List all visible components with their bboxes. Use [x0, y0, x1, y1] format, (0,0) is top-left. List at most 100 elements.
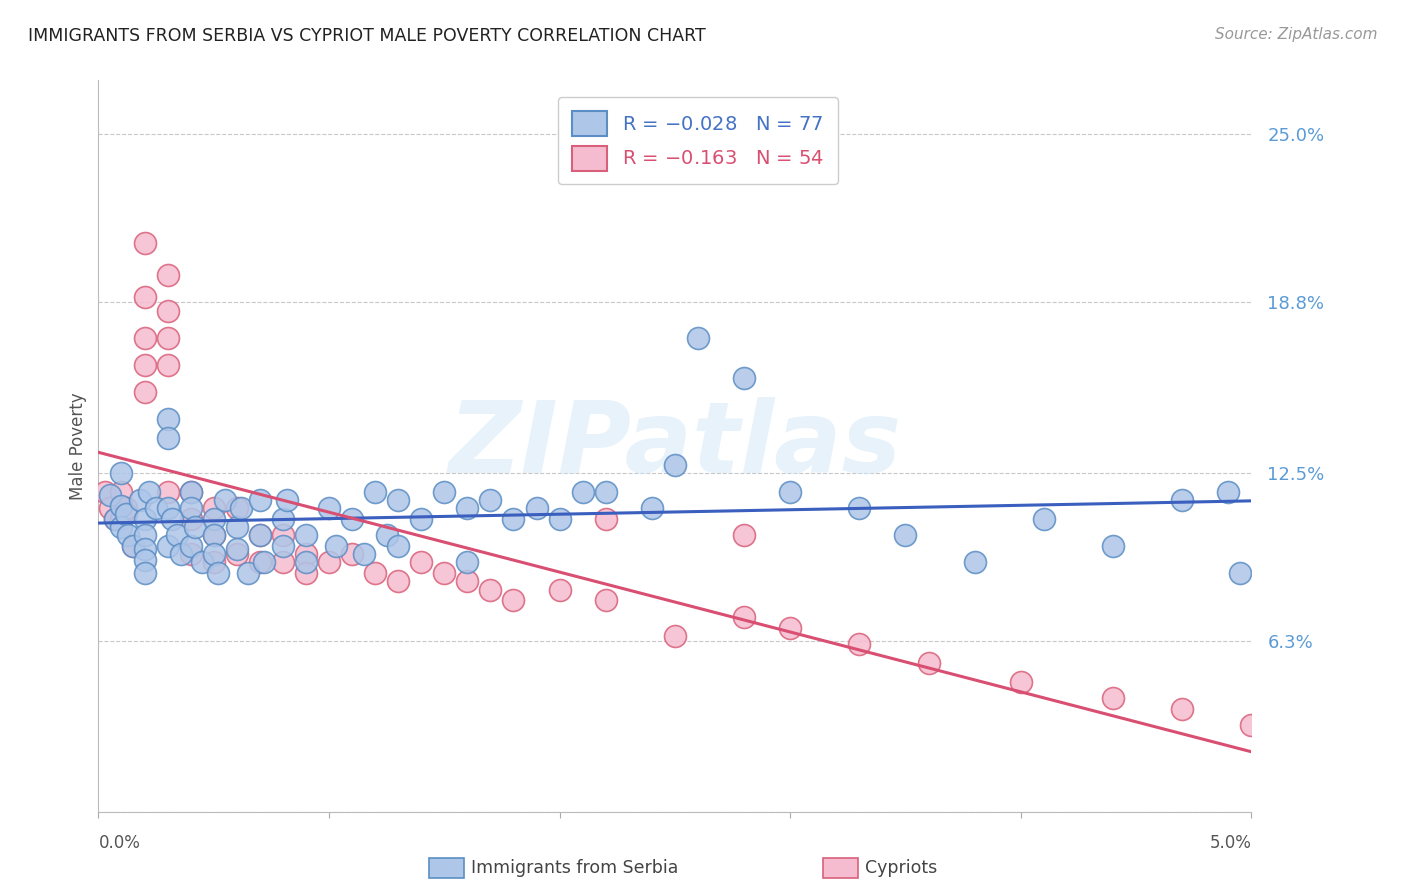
Point: [129, 493, 152, 508]
Point: [271, 556, 294, 570]
Point: [353, 547, 375, 561]
Point: [138, 485, 160, 500]
Point: [191, 556, 214, 570]
Point: [160, 512, 183, 526]
Point: [180, 512, 202, 526]
Point: [387, 539, 409, 553]
Point: [156, 539, 179, 553]
Point: [225, 541, 247, 556]
Point: [456, 556, 478, 570]
Point: [686, 331, 709, 345]
Point: [276, 493, 298, 508]
Point: [595, 512, 617, 526]
Point: [641, 501, 664, 516]
Y-axis label: Male Poverty: Male Poverty: [69, 392, 87, 500]
Point: [156, 501, 179, 516]
Point: [98, 488, 121, 502]
Point: [110, 466, 132, 480]
Point: [110, 520, 132, 534]
Point: [249, 493, 271, 508]
Point: [110, 499, 132, 513]
Point: [134, 358, 156, 372]
Point: [1032, 512, 1054, 526]
Point: [184, 520, 207, 534]
Point: [180, 547, 202, 561]
Point: [318, 501, 340, 516]
Point: [848, 637, 870, 651]
Point: [134, 235, 156, 250]
Point: [1229, 566, 1251, 581]
Point: [433, 485, 456, 500]
Bar: [823, 858, 858, 878]
Point: [134, 331, 156, 345]
Point: [779, 485, 801, 500]
Point: [502, 512, 524, 526]
Point: [115, 501, 138, 516]
Point: [433, 566, 456, 581]
Point: [180, 539, 202, 553]
Point: [180, 501, 202, 516]
Point: [117, 528, 139, 542]
Point: [207, 566, 229, 581]
Point: [456, 574, 478, 589]
Point: [110, 485, 132, 500]
Point: [1171, 493, 1194, 508]
Point: [733, 371, 755, 385]
Point: [231, 501, 253, 516]
Point: [295, 556, 318, 570]
Point: [325, 539, 347, 553]
Point: [295, 547, 318, 561]
Point: [295, 528, 318, 542]
Point: [375, 528, 398, 542]
Point: [894, 528, 917, 542]
Point: [387, 574, 409, 589]
Point: [238, 566, 260, 581]
Point: [249, 528, 271, 542]
Point: [122, 539, 145, 553]
Point: [318, 556, 340, 570]
Point: [664, 629, 686, 643]
Point: [134, 290, 156, 304]
Point: [202, 547, 225, 561]
Point: [571, 485, 593, 500]
Point: [115, 507, 138, 521]
Text: 5.0%: 5.0%: [1209, 834, 1251, 852]
Point: [98, 501, 121, 516]
Point: [595, 485, 617, 500]
Point: [548, 582, 571, 597]
Point: [364, 566, 387, 581]
Point: [156, 431, 179, 445]
Point: [595, 593, 617, 607]
Bar: [429, 858, 464, 878]
Point: [479, 493, 502, 508]
Point: [166, 528, 188, 542]
Point: [295, 566, 318, 581]
Point: [1218, 485, 1240, 500]
Point: [202, 528, 225, 542]
Point: [110, 512, 132, 526]
Point: [134, 528, 156, 542]
Point: [1102, 690, 1125, 705]
Point: [156, 412, 179, 426]
Point: [548, 512, 571, 526]
Point: [134, 553, 156, 567]
Point: [134, 512, 156, 526]
Point: [122, 539, 145, 553]
Point: [779, 620, 801, 634]
Text: Source: ZipAtlas.com: Source: ZipAtlas.com: [1215, 27, 1378, 42]
Point: [156, 358, 179, 372]
Point: [271, 528, 294, 542]
Point: [134, 541, 156, 556]
Text: Cypriots: Cypriots: [865, 859, 936, 877]
Point: [202, 501, 225, 516]
Point: [1010, 674, 1032, 689]
Point: [103, 512, 125, 526]
Point: [340, 547, 363, 561]
Point: [526, 501, 548, 516]
Point: [253, 556, 276, 570]
Point: [170, 547, 193, 561]
Point: [156, 331, 179, 345]
Point: [156, 303, 179, 318]
Point: [134, 566, 156, 581]
Point: [917, 656, 939, 670]
